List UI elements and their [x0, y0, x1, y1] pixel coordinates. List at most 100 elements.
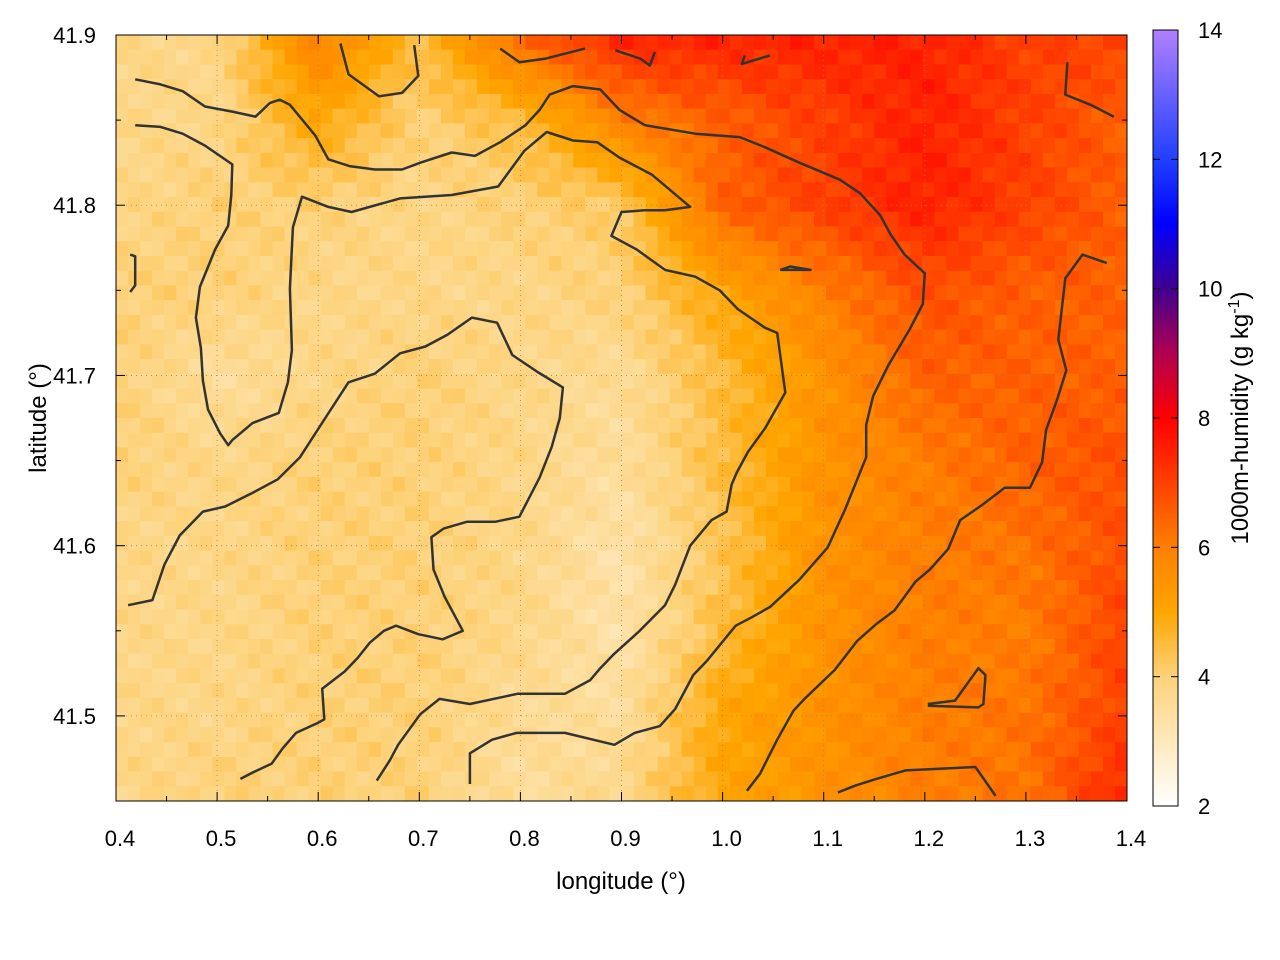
heatmap-cell	[320, 403, 334, 419]
heatmap-cell	[814, 226, 827, 242]
heatmap-cell	[1006, 64, 1020, 80]
heatmap-cell	[188, 226, 201, 242]
heatmap-cell	[946, 167, 960, 183]
heatmap-cell	[1078, 786, 1092, 801]
heatmap-cell	[573, 329, 586, 345]
heatmap-cell	[164, 476, 177, 493]
heatmap-cell	[320, 123, 334, 139]
heatmap-cell	[802, 786, 815, 801]
heatmap-cell	[356, 285, 370, 301]
heatmap-cell	[404, 329, 418, 345]
heatmap-cell	[428, 344, 442, 360]
heatmap-cell	[272, 64, 286, 80]
heatmap-cell	[513, 329, 526, 345]
heatmap-cell	[1018, 314, 1032, 331]
heatmap-cell	[1006, 403, 1020, 419]
heatmap-cell	[453, 79, 466, 95]
heatmap-cell	[633, 373, 647, 390]
heatmap-cell	[765, 359, 779, 375]
heatmap-cell	[862, 314, 875, 331]
heatmap-cell	[332, 403, 346, 419]
heatmap-cell	[934, 388, 948, 404]
heatmap-cell	[428, 108, 442, 124]
heatmap-cell	[1054, 594, 1068, 611]
heatmap-cell	[537, 211, 550, 228]
heatmap-cell	[729, 344, 743, 360]
heatmap-cell	[1054, 506, 1068, 522]
heatmap-cell	[669, 668, 683, 684]
heatmap-cell	[236, 771, 249, 787]
heatmap-cell	[537, 727, 550, 743]
heatmap-cell	[416, 727, 430, 743]
heatmap-cell	[934, 79, 948, 95]
heatmap-cell	[1102, 182, 1116, 198]
heatmap-cell	[224, 447, 237, 463]
heatmap-cell	[1030, 521, 1044, 537]
heatmap-cell	[886, 653, 899, 670]
heatmap-cell	[970, 373, 984, 390]
heatmap-cell	[501, 270, 514, 287]
heatmap-cell	[705, 226, 719, 242]
heatmap-cell	[826, 624, 839, 640]
heatmap-cell	[814, 535, 827, 552]
heatmap-cell	[368, 653, 382, 670]
heatmap-cell	[308, 580, 322, 596]
heatmap-cell	[380, 432, 394, 449]
heatmap-cell	[152, 771, 165, 787]
heatmap-cell	[826, 108, 839, 124]
heatmap-cell	[477, 64, 490, 80]
heatmap-cell	[645, 211, 659, 228]
heatmap-cell	[609, 300, 623, 316]
heatmap-cell	[116, 624, 129, 640]
heatmap-cell	[477, 167, 490, 183]
heatmap-cell	[561, 742, 574, 758]
heatmap-cell	[465, 668, 478, 684]
heatmap-cell	[934, 138, 948, 154]
heatmap-cell	[428, 447, 442, 463]
heatmap-cell	[994, 491, 1008, 507]
heatmap-cell	[826, 255, 839, 272]
heatmap-cell	[753, 462, 767, 478]
heatmap-cell	[128, 152, 141, 169]
heatmap-cell	[116, 344, 129, 360]
heatmap-cell	[308, 344, 322, 360]
heatmap-cell	[116, 683, 129, 699]
heatmap-cell	[380, 418, 394, 434]
heatmap-cell	[392, 697, 406, 714]
heatmap-cell	[140, 197, 153, 213]
heatmap-cell	[886, 550, 899, 566]
heatmap-cell	[224, 123, 237, 139]
heatmap-cell	[862, 594, 875, 611]
heatmap-cell	[200, 270, 213, 287]
heatmap-cell	[1054, 182, 1068, 198]
heatmap-cell	[404, 197, 418, 213]
heatmap-cell	[248, 344, 262, 360]
heatmap-cell	[765, 226, 779, 242]
heatmap-cell	[489, 786, 502, 801]
heatmap-cell	[790, 49, 803, 66]
heatmap-cell	[1102, 359, 1116, 375]
heatmap-cell	[777, 108, 791, 124]
heatmap-cell	[489, 771, 502, 787]
heatmap-cell	[1078, 138, 1092, 154]
heatmap-cell	[525, 35, 538, 51]
heatmap-cell	[898, 594, 911, 611]
heatmap-cell	[344, 359, 358, 375]
heatmap-cell	[152, 742, 165, 758]
heatmap-cell	[525, 226, 538, 242]
heatmap-cell	[1114, 624, 1127, 640]
heatmap-cell	[525, 241, 538, 257]
heatmap-cell	[272, 432, 286, 449]
heatmap-cell	[248, 580, 262, 596]
heatmap-cell	[440, 506, 454, 522]
heatmap-cell	[1078, 329, 1092, 345]
heatmap-cell	[525, 683, 538, 699]
heatmap-cell	[416, 683, 430, 699]
heatmap-cell	[717, 64, 731, 80]
heatmap-cell	[910, 226, 923, 242]
heatmap-cell	[465, 491, 478, 507]
heatmap-cell	[561, 35, 574, 51]
heatmap-cell	[1030, 447, 1044, 463]
heatmap-cell	[320, 93, 334, 110]
heatmap-cell	[248, 521, 262, 537]
